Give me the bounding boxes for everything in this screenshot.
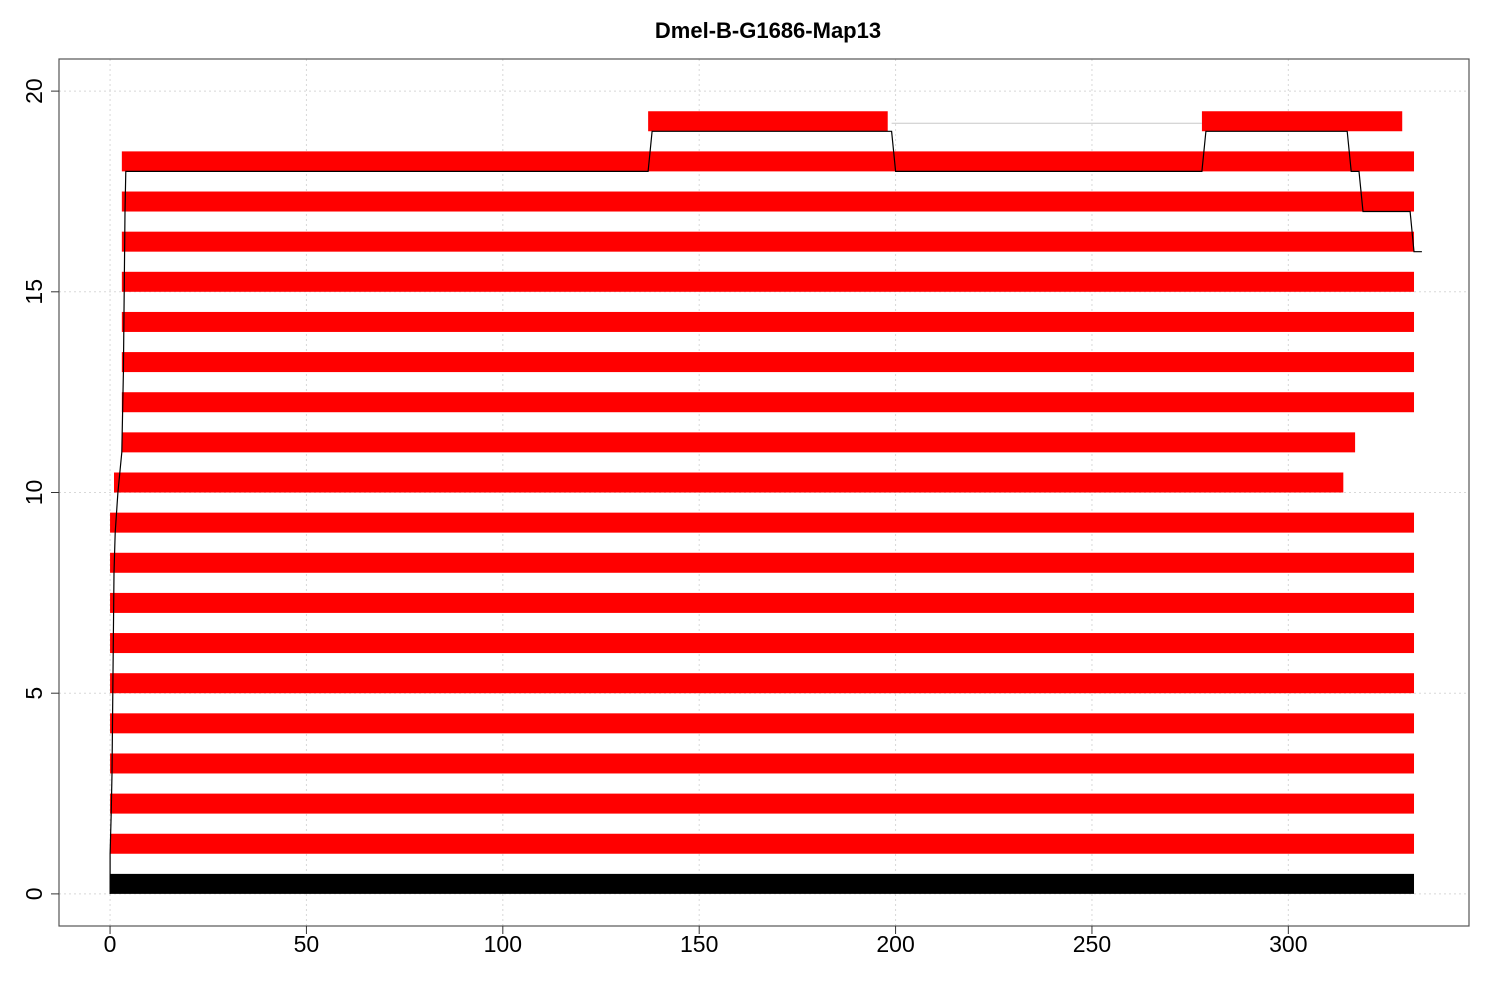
read-bar [110, 552, 1415, 573]
y-tick-label: 10 [21, 480, 47, 506]
read-bars [110, 111, 1415, 854]
read-bar [121, 392, 1415, 413]
step-lines [109, 122, 1422, 894]
x-tick-label: 50 [294, 931, 320, 957]
coverage-step-line [109, 130, 1422, 894]
read-bar [110, 833, 1415, 854]
read-bar [121, 311, 1415, 332]
x-tick-label: 200 [876, 931, 914, 957]
x-tick-label: 250 [1073, 931, 1111, 957]
reference-bar [110, 873, 1415, 894]
chart-title: Dmel-B-G1686-Map13 [655, 18, 881, 43]
y-tick-label: 15 [21, 279, 47, 305]
x-axis: 0 50 100 150 200 250 300 [104, 926, 1308, 957]
read-bar [121, 151, 1415, 172]
y-tick-label: 20 [21, 78, 47, 104]
read-bar [110, 793, 1415, 814]
read-bar [110, 753, 1415, 774]
read-bar [648, 111, 888, 132]
read-bar [110, 592, 1415, 613]
read-bar [110, 633, 1415, 654]
x-tick-label: 300 [1269, 931, 1307, 957]
x-tick-label: 100 [484, 931, 522, 957]
y-tick-label: 0 [21, 887, 47, 900]
x-tick-label: 0 [104, 931, 117, 957]
read-bar [121, 191, 1415, 212]
read-bar [121, 231, 1415, 252]
read-bar [121, 271, 1415, 292]
read-bar [110, 512, 1415, 533]
reference-bar-group [110, 873, 1415, 894]
y-tick-label: 5 [21, 687, 47, 700]
read-bar [121, 432, 1356, 453]
read-bar [121, 352, 1415, 373]
x-tick-label: 150 [680, 931, 718, 957]
read-bar [113, 472, 1344, 493]
read-bar [1201, 111, 1403, 132]
y-axis: 0 5 10 15 20 [21, 78, 59, 900]
read-bar [110, 713, 1415, 734]
read-bar [110, 673, 1415, 694]
